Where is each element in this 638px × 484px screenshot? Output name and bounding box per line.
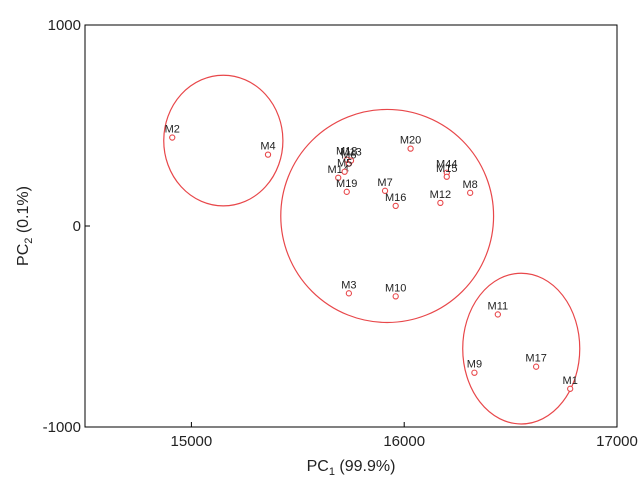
point-m2 <box>169 134 176 141</box>
point-m13 <box>347 157 355 164</box>
point-m16 <box>392 202 399 210</box>
point-m15 <box>443 173 450 180</box>
axis-ticks: 15000 16000 17000 -1000 0 1000 <box>43 17 638 450</box>
point-m7 <box>381 187 389 194</box>
point-label-m3: M3 <box>341 279 356 291</box>
point-m17 <box>532 363 540 370</box>
x-tick-label: 17000 <box>596 433 638 450</box>
point-m5 <box>341 168 348 175</box>
point-label-m15: M15 <box>436 163 457 175</box>
point-label-m10: M10 <box>385 282 406 294</box>
y-tick-label: 1000 <box>48 17 81 34</box>
y-tick-label: -1000 <box>43 419 81 436</box>
point-label-m9: M9 <box>467 359 482 371</box>
point-label-m2: M2 <box>165 124 180 136</box>
point-m14 <box>335 174 342 181</box>
x-axis-label-rest: (99.9%) <box>335 458 395 475</box>
y-axis-label: PC2 (0.1%) <box>15 186 35 266</box>
cluster-ellipse-3 <box>462 272 581 425</box>
cluster-ellipses <box>163 74 581 425</box>
point-m1 <box>567 385 574 392</box>
point-label-m20: M20 <box>400 135 421 147</box>
x-axis-label: PC1 (99.9%) <box>307 458 396 478</box>
point-m19 <box>343 188 350 195</box>
x-tick-label: 15000 <box>171 433 213 450</box>
cluster-ellipse-1 <box>163 74 284 207</box>
x-tick-label: 16000 <box>383 433 425 450</box>
point-m8 <box>467 189 474 196</box>
cluster-ellipse-2 <box>280 108 495 324</box>
y-axis-label-rest: (0.1%) <box>15 186 32 238</box>
point-m3 <box>345 290 353 297</box>
x-axis-label-main: PC <box>307 458 329 475</box>
point-m20 <box>407 145 414 152</box>
plot-frame <box>84 24 618 428</box>
point-label-m5: M5 <box>337 158 352 170</box>
point-label-m18: M18 <box>336 146 357 158</box>
point-label-m8: M8 <box>463 179 478 191</box>
point-label-m44: M44 <box>436 159 457 171</box>
point-m4 <box>264 151 272 158</box>
x-axis-label-sub: 1 <box>329 466 335 478</box>
point-label-m7: M7 <box>377 177 392 189</box>
y-axis-label-sub: 2 <box>23 238 35 244</box>
point-label-m12: M12 <box>430 189 451 201</box>
point-label-m17: M17 <box>525 353 546 365</box>
point-label-m4: M4 <box>260 141 275 153</box>
point-label-m13: M13 <box>340 147 361 159</box>
point-m9 <box>471 369 478 376</box>
point-m10 <box>392 293 399 300</box>
point-label-m19: M19 <box>336 178 357 190</box>
point-label-m11: M11 <box>488 300 509 312</box>
y-tick-label: 0 <box>73 218 81 235</box>
point-m12 <box>437 199 444 207</box>
point-label-m16: M16 <box>385 192 406 204</box>
y-axis-label-main: PC <box>15 244 32 266</box>
point-m11 <box>494 311 501 318</box>
point-label-m1: M1 <box>563 375 578 387</box>
